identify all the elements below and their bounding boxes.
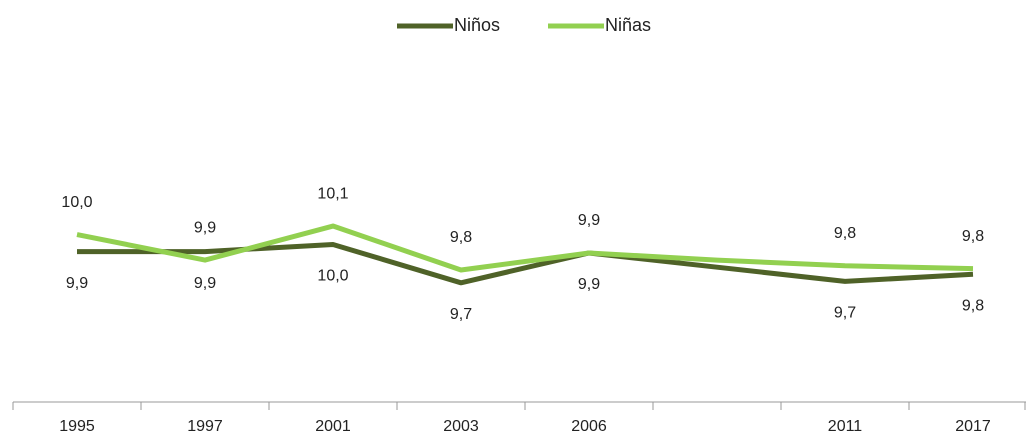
x-tick-label: 2017 bbox=[955, 418, 991, 435]
legend-label: Niñas bbox=[605, 15, 651, 35]
data-label: 9,9 bbox=[194, 275, 216, 292]
data-label: 10,0 bbox=[317, 268, 348, 285]
data-label: 9,7 bbox=[834, 305, 856, 322]
series-line bbox=[77, 241, 974, 286]
data-label: 9,8 bbox=[450, 229, 472, 246]
data-label: 9,9 bbox=[66, 275, 88, 292]
data-label: 9,9 bbox=[578, 276, 600, 293]
series-line bbox=[76, 223, 974, 273]
x-tick-label: 2003 bbox=[443, 418, 479, 435]
x-tick-label: 2011 bbox=[828, 418, 863, 435]
data-label: 10,0 bbox=[61, 194, 92, 211]
data-label: 9,8 bbox=[962, 228, 984, 245]
x-tick-label: 1995 bbox=[59, 418, 95, 435]
data-label: 9,8 bbox=[962, 298, 984, 315]
data-label: 10,1 bbox=[317, 185, 348, 202]
legend-label: Niños bbox=[454, 15, 500, 35]
x-tick-label: 2001 bbox=[315, 418, 351, 435]
data-label: 9,9 bbox=[194, 219, 216, 236]
x-tick-label: 1997 bbox=[187, 418, 223, 435]
x-tick-label: 2006 bbox=[571, 418, 607, 435]
data-label: 9,9 bbox=[578, 212, 600, 229]
data-label: 9,7 bbox=[450, 306, 472, 323]
data-label: 9,8 bbox=[834, 225, 856, 242]
